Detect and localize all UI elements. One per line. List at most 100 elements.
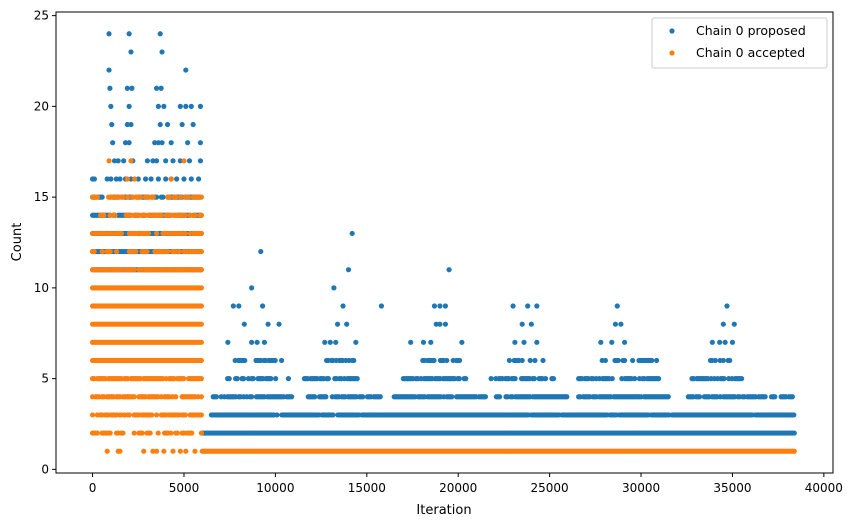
proposed-point	[791, 412, 797, 418]
proposed-point	[344, 321, 350, 327]
x-tick-label: 5000	[169, 481, 200, 495]
accepted-point	[174, 430, 180, 436]
accepted-point	[198, 339, 204, 345]
proposed-point	[656, 376, 662, 382]
proposed-point	[602, 357, 608, 364]
accepted-point	[101, 212, 107, 218]
proposed-point	[163, 158, 169, 164]
accepted-point	[91, 248, 97, 255]
plot-frame	[55, 11, 834, 474]
proposed-point	[791, 430, 797, 436]
proposed-point	[431, 357, 437, 364]
proposed-point	[512, 339, 518, 345]
proposed-point	[330, 412, 336, 418]
proposed-point	[506, 357, 512, 364]
proposed-point	[249, 285, 255, 291]
proposed-point	[230, 303, 236, 309]
proposed-point	[724, 303, 730, 309]
x-tick-label: 40000	[805, 481, 843, 495]
legend-label-accepted: Chain 0 accepted	[696, 45, 805, 60]
accepted-point	[198, 321, 204, 327]
legend-box	[651, 17, 828, 69]
proposed-point	[249, 339, 255, 345]
proposed-point	[721, 376, 727, 382]
proposed-point	[109, 121, 115, 128]
proposed-point	[564, 394, 570, 400]
accepted-point	[183, 448, 189, 454]
proposed-point	[177, 103, 183, 109]
accepted-point	[161, 448, 167, 454]
x-tick-label: 15000	[348, 481, 386, 495]
accepted-point	[139, 430, 145, 436]
proposed-point	[789, 394, 795, 400]
proposed-point	[323, 394, 329, 400]
proposed-point	[618, 321, 624, 327]
proposed-point	[598, 339, 604, 345]
legend-label-proposed: Chain 0 proposed	[696, 23, 806, 38]
proposed-point	[649, 357, 655, 364]
proposed-point	[444, 357, 450, 364]
proposed-point	[155, 103, 161, 109]
proposed-point	[325, 376, 332, 382]
proposed-point	[181, 176, 187, 182]
proposed-point	[273, 376, 279, 382]
proposed-point	[196, 176, 202, 182]
accepted-point	[133, 248, 139, 255]
proposed-point	[510, 303, 516, 309]
proposed-point	[177, 158, 183, 164]
accepted-point	[150, 194, 156, 200]
proposed-point	[345, 267, 352, 273]
proposed-point	[653, 357, 660, 364]
proposed-point	[709, 339, 715, 345]
accepted-point	[125, 194, 131, 200]
proposed-point	[722, 339, 728, 345]
proposed-point	[532, 357, 538, 364]
y-tick-label: 5	[41, 372, 49, 386]
proposed-point	[274, 412, 280, 418]
proposed-point	[333, 339, 339, 345]
proposed-point	[525, 303, 531, 309]
proposed-point	[717, 339, 723, 345]
proposed-point	[534, 339, 540, 345]
accepted-point	[198, 194, 204, 200]
proposed-point	[155, 176, 161, 182]
proposed-point	[446, 267, 452, 273]
proposed-point	[449, 394, 455, 400]
proposed-point	[496, 394, 503, 400]
proposed-point	[512, 376, 518, 382]
proposed-point	[278, 357, 285, 364]
accepted-point	[176, 248, 182, 255]
accepted-point	[158, 212, 164, 218]
proposed-point	[128, 49, 134, 55]
proposed-point	[354, 376, 360, 382]
proposed-point	[665, 394, 671, 400]
proposed-point	[621, 357, 628, 364]
proposed-point	[528, 321, 534, 327]
accepted-point	[177, 194, 184, 200]
proposed-point	[420, 339, 427, 345]
x-axis-ticks: 0 5000 10000 15000 20000 25000 30000 35000 40000	[89, 473, 843, 495]
x-tick-label: 30000	[622, 481, 660, 495]
accepted-point	[107, 430, 113, 436]
proposed-point	[550, 376, 557, 382]
proposed-point	[527, 357, 533, 364]
proposed-point	[188, 103, 194, 109]
proposed-point	[126, 140, 132, 146]
proposed-point	[488, 376, 494, 382]
proposed-point	[153, 85, 160, 91]
proposed-point	[250, 376, 256, 382]
proposed-point	[720, 321, 726, 327]
proposed-point	[197, 103, 204, 109]
proposed-point	[241, 376, 247, 382]
proposed-point	[340, 303, 346, 309]
accepted-point	[173, 394, 179, 400]
proposed-point	[99, 194, 105, 200]
proposed-point	[183, 67, 189, 73]
accepted-point	[153, 230, 160, 237]
accepted-point	[131, 394, 137, 400]
accepted-point	[166, 194, 172, 200]
proposed-point	[185, 140, 191, 146]
proposed-point	[150, 158, 156, 164]
accepted-point	[131, 267, 137, 273]
